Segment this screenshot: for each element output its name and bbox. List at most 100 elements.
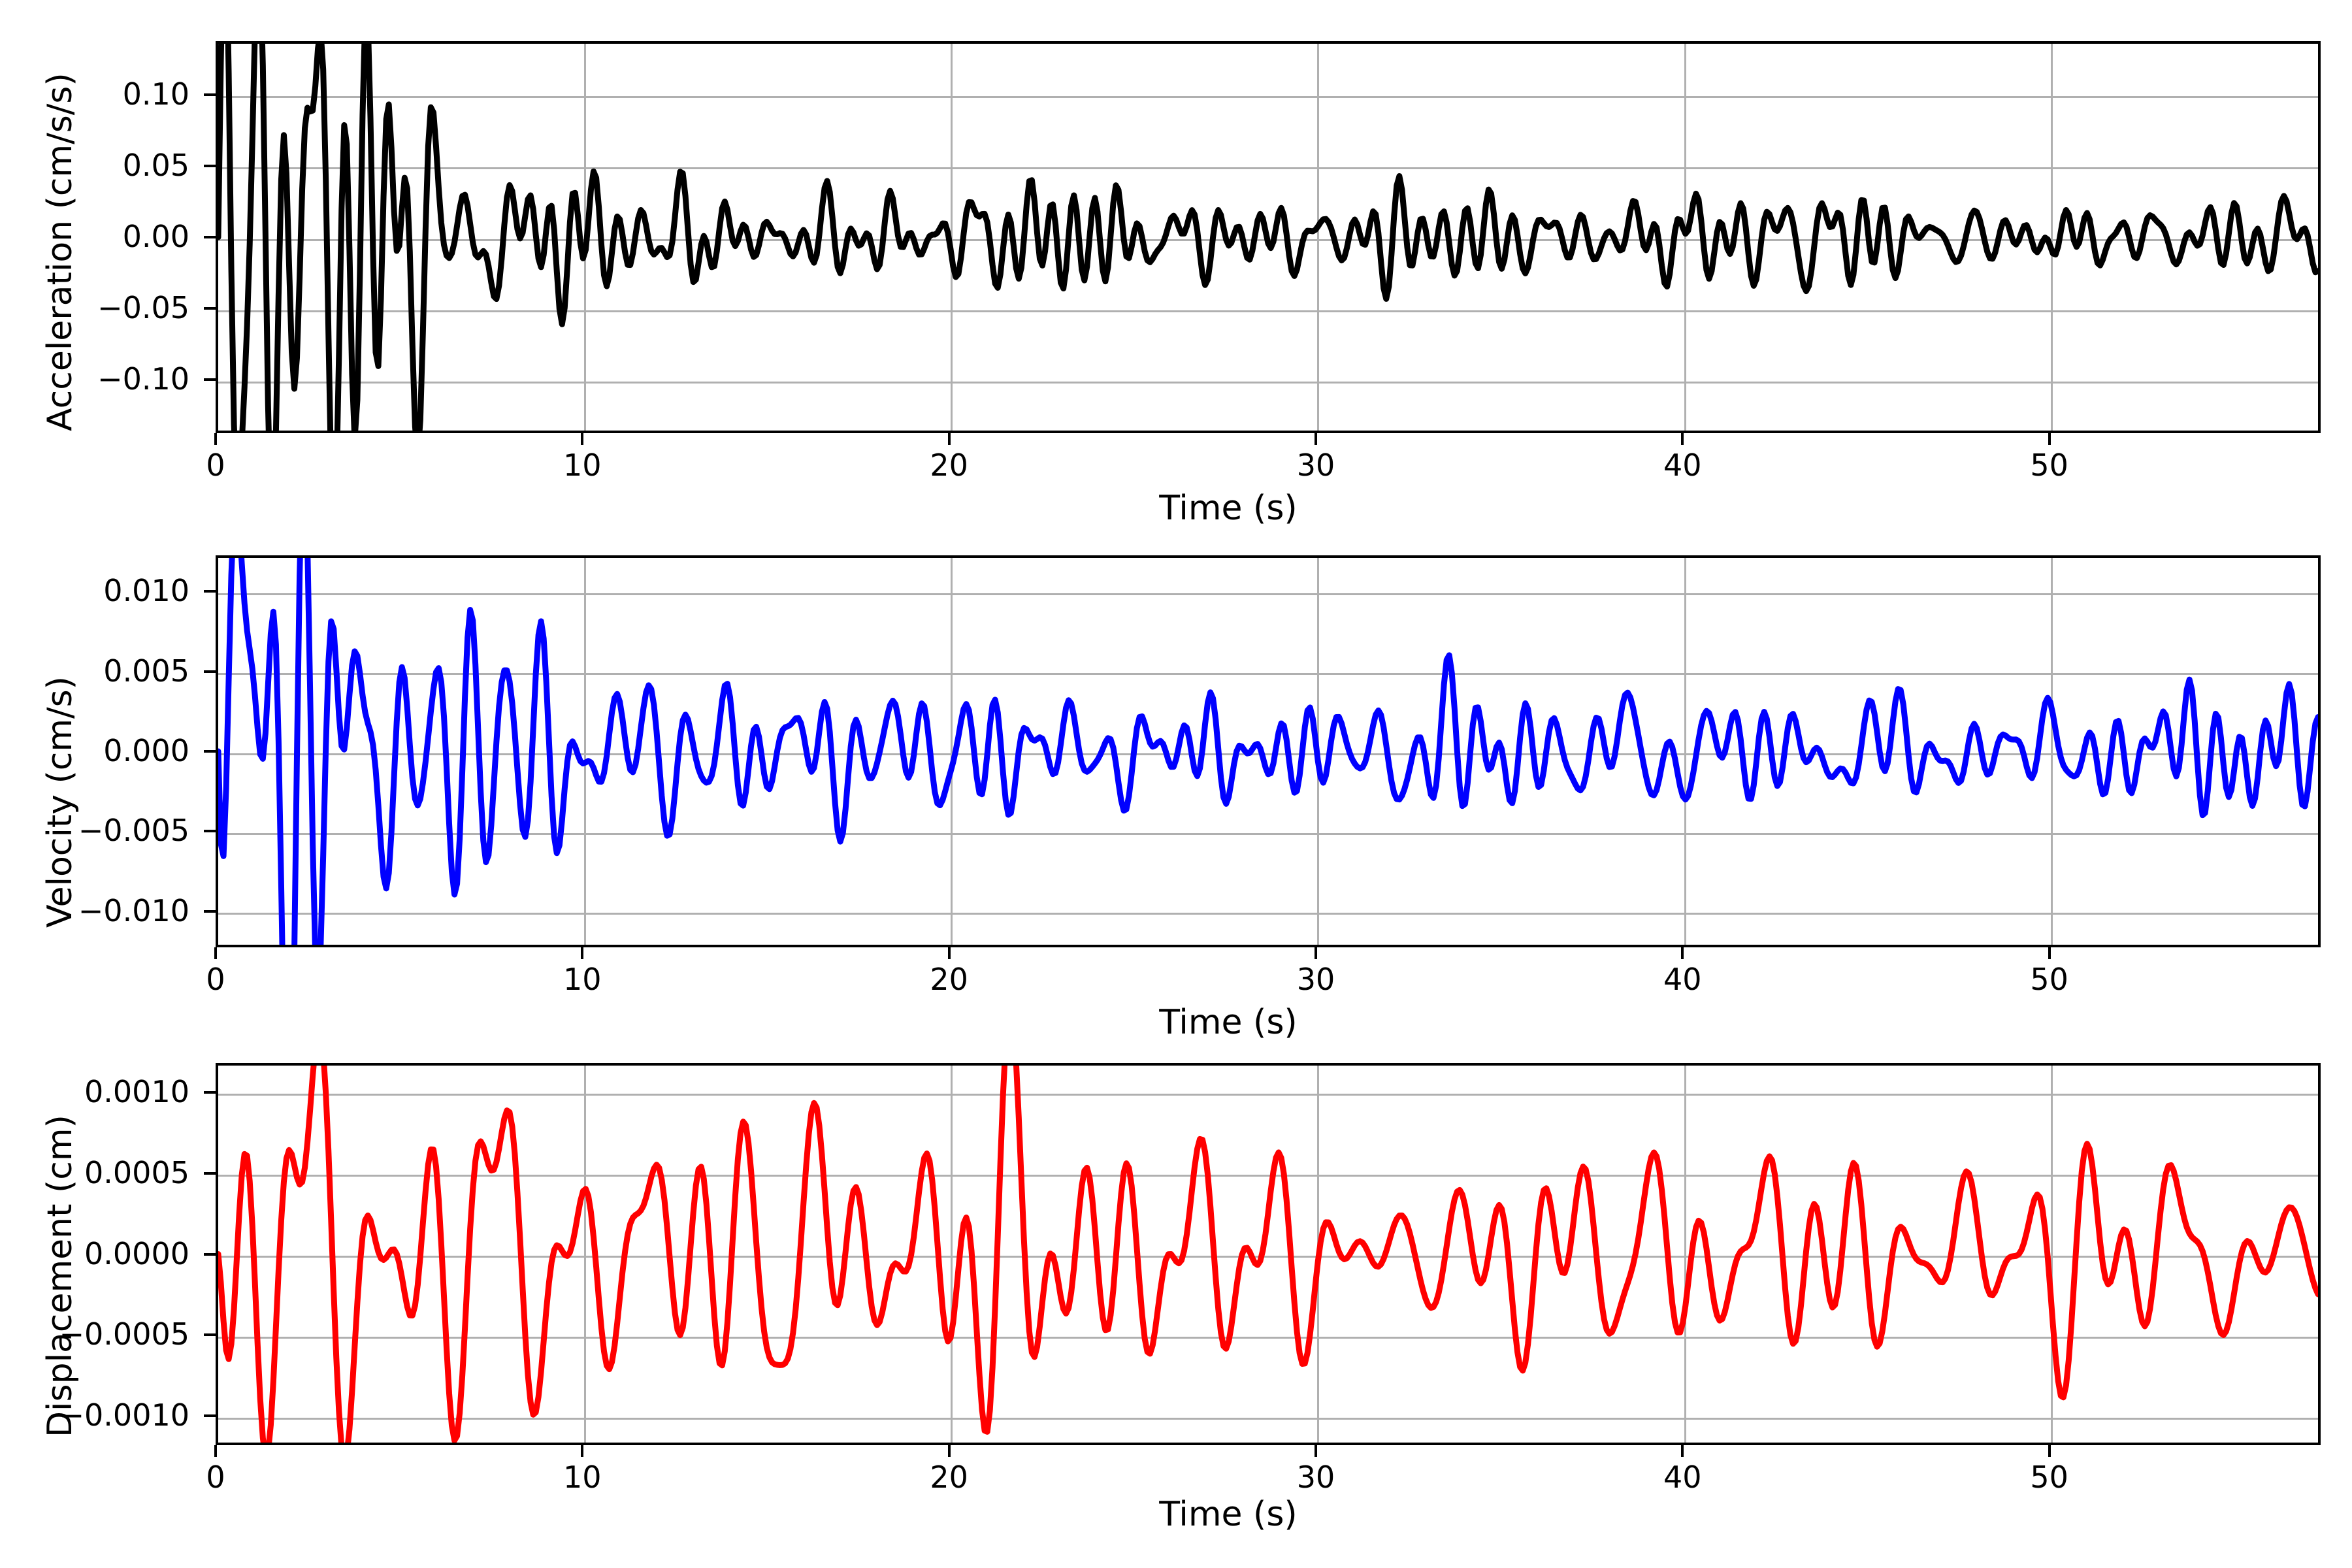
y-tick-mark (204, 909, 216, 913)
x-tick-label: 40 (1663, 1460, 1702, 1495)
gridline-vertical (951, 1066, 953, 1443)
xlabel-velocity: Time (s) (1159, 1003, 1298, 1042)
waveform-velocity (218, 555, 2318, 947)
y-tick-mark (204, 307, 216, 310)
y-tick-mark (204, 1090, 216, 1094)
y-tick-mark (204, 1333, 216, 1337)
x-tick-label: 0 (206, 962, 225, 997)
x-tick-label: 10 (563, 448, 602, 483)
y-tick-label: 0.0010 (84, 1073, 189, 1109)
ylabel-velocity: Velocity (cm/s) (41, 676, 80, 928)
gridline-vertical (2051, 44, 2053, 431)
y-tick-mark (204, 590, 216, 593)
trace-velocity (218, 558, 2318, 945)
x-tick-mark (947, 947, 951, 959)
y-tick-label: 0.0005 (84, 1154, 189, 1190)
gridline-vertical (583, 1066, 586, 1443)
gridline-vertical (583, 558, 586, 945)
y-tick-mark (204, 236, 216, 238)
x-tick-mark (581, 947, 584, 959)
gridline-horizontal (218, 913, 2318, 915)
y-tick-label: 0.010 (103, 573, 189, 609)
x-tick-mark (2048, 1445, 2051, 1457)
ylabel-displacement: Displacement (cm) (41, 1115, 80, 1437)
y-tick-label: 0.00 (122, 219, 189, 254)
y-tick-mark (204, 93, 216, 96)
y-tick-label: 0.005 (103, 653, 189, 689)
x-tick-label: 20 (930, 962, 968, 997)
x-tick-mark (1314, 947, 1317, 959)
y-tick-label: 0.05 (122, 147, 189, 183)
x-tick-mark (1681, 1445, 1684, 1457)
x-tick-label: 30 (1296, 448, 1335, 483)
gridline-horizontal (218, 593, 2318, 595)
gridline-horizontal (218, 1175, 2318, 1177)
x-tick-mark (1681, 947, 1684, 959)
x-tick-mark (1681, 433, 1684, 445)
x-tick-label: 50 (2030, 1460, 2068, 1495)
xlabel-displacement: Time (s) (1159, 1495, 1298, 1534)
panel-acceleration: 0.10 0.05 0.00 −0.05 −0.10 0 10 20 30 40 50 (97, 41, 2321, 480)
x-tick-mark (581, 1445, 584, 1457)
gridline-vertical (1684, 558, 1686, 945)
y-tick-label: −0.0005 (59, 1316, 190, 1352)
x-tick-label: 20 (930, 1460, 968, 1495)
gridline-horizontal (218, 381, 2318, 384)
y-tick-mark (204, 1414, 216, 1418)
x-tick-mark (947, 433, 951, 445)
x-tick-label: 40 (1663, 962, 1702, 997)
y-tick-mark (204, 1252, 216, 1256)
x-tick-label: 50 (2030, 962, 2068, 997)
gridline-vertical (951, 558, 953, 945)
y-tick-label: −0.05 (97, 290, 189, 326)
gridline-horizontal (218, 832, 2318, 835)
x-tick-mark (214, 433, 217, 445)
y-tick-label: 0.10 (122, 76, 189, 112)
trace-acceleration (218, 44, 2318, 431)
gridline-vertical (951, 44, 953, 431)
gridline-horizontal (218, 1094, 2318, 1096)
gridline-horizontal (218, 167, 2318, 170)
x-tick-label: 50 (2030, 448, 2068, 483)
y-tick-mark (204, 164, 216, 167)
x-tick-label: 0 (206, 1460, 225, 1495)
panel-velocity: 0.010 0.005 0.000 −0.005 −0.010 0 10 20 30 40 50 (78, 555, 2321, 994)
waveform-acceleration (218, 41, 2318, 433)
y-tick-label: −0.005 (78, 813, 189, 849)
y-tick-label: −0.010 (78, 892, 189, 928)
gridline-vertical (1684, 1066, 1686, 1443)
x-tick-mark (2048, 947, 2051, 959)
ylabel-acceleration: Acceleration (cm/s/s) (41, 73, 80, 431)
y-tick-mark (204, 750, 216, 753)
x-tick-label: 40 (1663, 448, 1702, 483)
gridline-vertical (1317, 44, 1320, 431)
y-tick-mark (204, 1171, 216, 1175)
gridline-horizontal (218, 1256, 2318, 1258)
plot-area-acceleration (216, 41, 2321, 433)
xlabel-acceleration: Time (s) (1159, 489, 1298, 528)
x-tick-label: 10 (563, 1460, 602, 1495)
x-tick-mark (1314, 433, 1317, 445)
panel-displacement: 0.0010 0.0005 0.0000 −0.0005 −0.0010 0 10 20 30 4… (59, 1063, 2321, 1492)
waveform-displacement (218, 1063, 2318, 1445)
plot-area-velocity (216, 555, 2321, 947)
y-tick-mark (204, 378, 216, 382)
x-tick-mark (581, 433, 584, 445)
y-tick-label: 0.0000 (84, 1235, 189, 1271)
gridline-horizontal (218, 96, 2318, 99)
x-tick-label: 30 (1296, 1460, 1335, 1495)
x-tick-mark (214, 1445, 217, 1457)
gridline-vertical (2051, 558, 2053, 945)
gridline-horizontal (218, 753, 2318, 755)
x-tick-label: 20 (930, 448, 968, 483)
x-tick-mark (947, 1445, 951, 1457)
y-tick-label: −0.0010 (59, 1397, 190, 1433)
x-tick-label: 10 (563, 962, 602, 997)
trace-displacement (218, 1066, 2318, 1443)
gridline-horizontal (218, 673, 2318, 676)
gridline-horizontal (218, 1336, 2318, 1339)
x-tick-mark (2048, 433, 2051, 445)
y-tick-label: −0.10 (97, 361, 189, 397)
plot-area-displacement (216, 1063, 2321, 1445)
